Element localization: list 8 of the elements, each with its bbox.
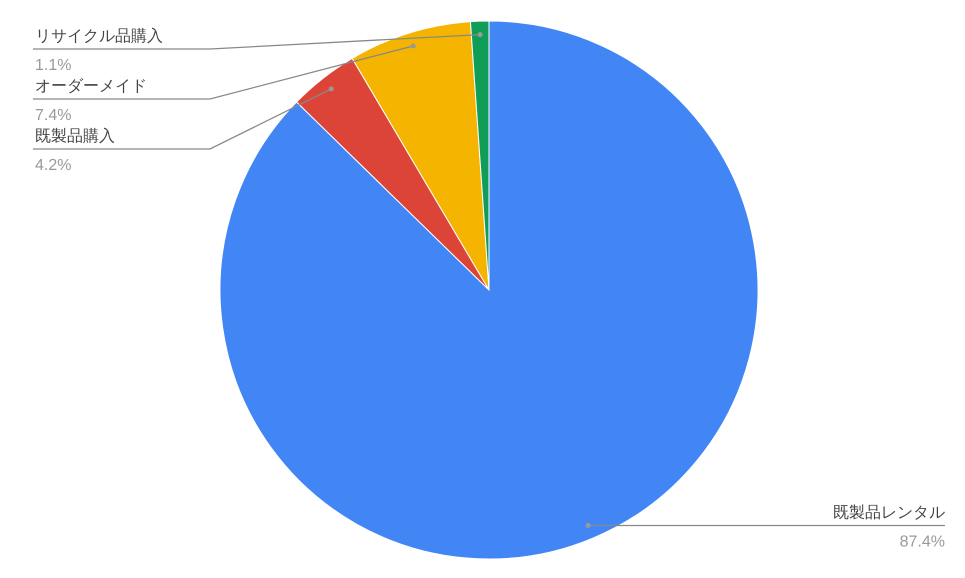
- data-label: 4.2%: [35, 157, 72, 174]
- data-label: 7.4%: [35, 107, 72, 124]
- slice-label: オーダーメイド: [35, 78, 147, 95]
- slice-label: 既製品購入: [35, 127, 115, 145]
- slice-label: 既製品レンタル: [833, 504, 945, 522]
- slice-label: リサイクル品購入: [35, 27, 163, 45]
- data-label: 1.1%: [35, 57, 72, 74]
- data-label: 87.4%: [900, 534, 945, 551]
